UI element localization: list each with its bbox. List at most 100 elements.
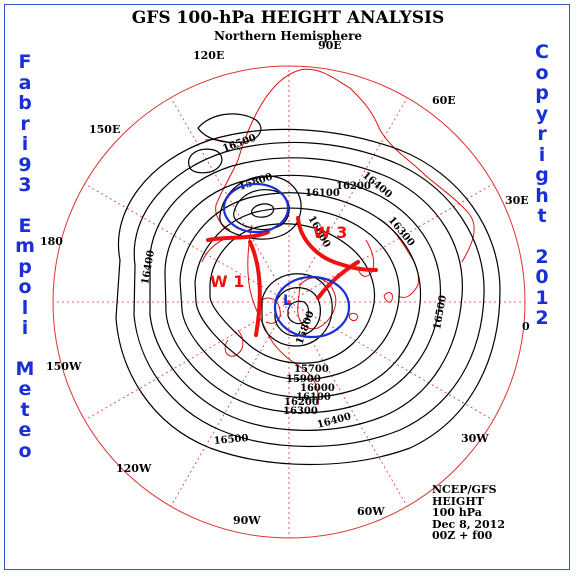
contour-label: 16000	[300, 383, 335, 394]
data-credit: NCEP/GFS HEIGHT 100 hPa Dec 8, 2012 00Z …	[432, 484, 505, 542]
contour-label: 16100	[305, 188, 340, 199]
vertical-char: p	[535, 82, 549, 104]
contour-16400	[149, 157, 463, 431]
vertical-char: 2	[535, 307, 549, 329]
british-isles	[383, 292, 393, 303]
contour-label: 16300	[283, 406, 318, 417]
contour-label: 16500	[432, 294, 449, 330]
trough-axis-w1-stem	[248, 240, 262, 337]
credit-level: 100 hPa	[432, 506, 482, 519]
scandinavia-coast	[357, 239, 375, 277]
vertical-char: i	[21, 133, 29, 155]
north-america-coast	[247, 224, 319, 406]
lon-label-60e: 60E	[432, 94, 456, 107]
contour-15700-core-a	[251, 203, 275, 218]
contour-15900-inner-b	[261, 273, 333, 347]
canadian-archipelago	[261, 297, 281, 324]
lon-label-60w: 60W	[357, 505, 385, 518]
vertical-char: F	[18, 51, 32, 73]
iceland	[349, 313, 359, 321]
contour-16500-north-pocket	[197, 113, 262, 144]
contour-label: 16500	[213, 433, 249, 447]
longitude-labels: 90E 60E 30E 0 30W 60W 90W 120W 150W 180 …	[40, 39, 530, 527]
contour-16200	[179, 192, 422, 399]
contour-label: 16400	[140, 249, 157, 285]
vertical-char: o	[18, 439, 32, 462]
lon-label-90e: 90E	[318, 39, 342, 52]
map-frame	[4, 4, 570, 570]
trough-axis-w3-arm	[316, 260, 360, 300]
vertical-char: e	[18, 419, 32, 441]
contour-16500-outer	[115, 128, 501, 466]
vertical-char: r	[20, 112, 30, 135]
lon-label-30e: 30E	[505, 194, 529, 207]
trough-axis-w1	[206, 230, 270, 242]
lon-label-120w: 120W	[116, 462, 152, 475]
vertical-char: i	[21, 317, 29, 339]
vertical-char: y	[535, 102, 549, 125]
low-circle-north-america	[273, 275, 351, 339]
chart-title: GFS 100-hPa HEIGHT ANALYSIS	[131, 8, 445, 28]
vertical-char: g	[535, 164, 549, 186]
lon-label-30w: 30W	[461, 432, 489, 445]
wave-label-w1: W 1	[210, 272, 244, 291]
contour-label: 15900	[286, 374, 321, 385]
trough-axis-w3	[296, 216, 378, 272]
lon-label-150e: 150E	[89, 123, 120, 136]
contour-15800-inner-b	[274, 287, 321, 337]
contour-label: 16200	[336, 181, 371, 192]
vertical-char: C	[535, 41, 549, 63]
contour-label: 16100	[296, 392, 331, 403]
contour-value-labels: 16500 15800 16100 16200 16300 16400 1640…	[140, 133, 449, 447]
vertical-char: E	[18, 214, 32, 237]
vertical-char: 9	[18, 153, 32, 176]
lon-label-150w: 150W	[46, 360, 82, 373]
wave-label-w3: W 3	[313, 223, 347, 242]
contour-16100	[194, 207, 400, 380]
contour-16400-north-bump	[188, 148, 223, 174]
height-contours	[115, 113, 501, 466]
vertical-char: h	[535, 184, 549, 207]
contour-15700-core-b	[287, 300, 310, 325]
contour-15800-inner-a	[233, 189, 290, 231]
trough-axes	[206, 216, 378, 337]
lon-label-180: 180	[40, 235, 63, 248]
vertical-char: 2	[535, 245, 549, 268]
vertical-char: t	[20, 398, 30, 421]
vertical-char: e	[18, 378, 32, 400]
contour-label: 16400	[316, 411, 352, 431]
vertical-char: a	[18, 71, 32, 94]
vertical-char: 1	[535, 286, 549, 309]
credit-field: HEIGHT	[432, 494, 484, 508]
vertical-char: 0	[535, 266, 549, 288]
contour-15900-inner-a	[219, 175, 302, 240]
vertical-char: i	[538, 143, 546, 166]
contour-16300	[164, 174, 442, 414]
vertical-char: M	[15, 357, 35, 380]
contour-16000	[209, 223, 376, 364]
vertical-char: r	[537, 123, 547, 145]
contour-label: 15700	[294, 364, 329, 375]
vertical-char: b	[18, 92, 32, 114]
vertical-char: m	[15, 235, 35, 257]
vertical-char: o	[18, 276, 32, 298]
vertical-char: o	[535, 61, 549, 84]
vertical-char: l	[21, 296, 29, 319]
lon-label-0: 0	[522, 320, 530, 333]
credit-date: Dec 8, 2012	[432, 517, 505, 531]
lon-label-120e: 120E	[193, 49, 224, 62]
contour-16500	[133, 141, 485, 448]
vertical-char: t	[537, 205, 547, 227]
credit-source: NCEP/GFS	[432, 483, 497, 496]
vertical-char: 3	[18, 174, 32, 196]
vertical-char: p	[18, 255, 32, 278]
low-center-label: L	[283, 293, 292, 309]
lon-label-90w: 90W	[233, 514, 261, 527]
low-circle-asia	[222, 182, 290, 234]
chart-subtitle: Northern Hemisphere	[213, 29, 363, 43]
contour-label: 16200	[284, 397, 319, 408]
credit-run: 00Z + f00	[432, 529, 493, 542]
